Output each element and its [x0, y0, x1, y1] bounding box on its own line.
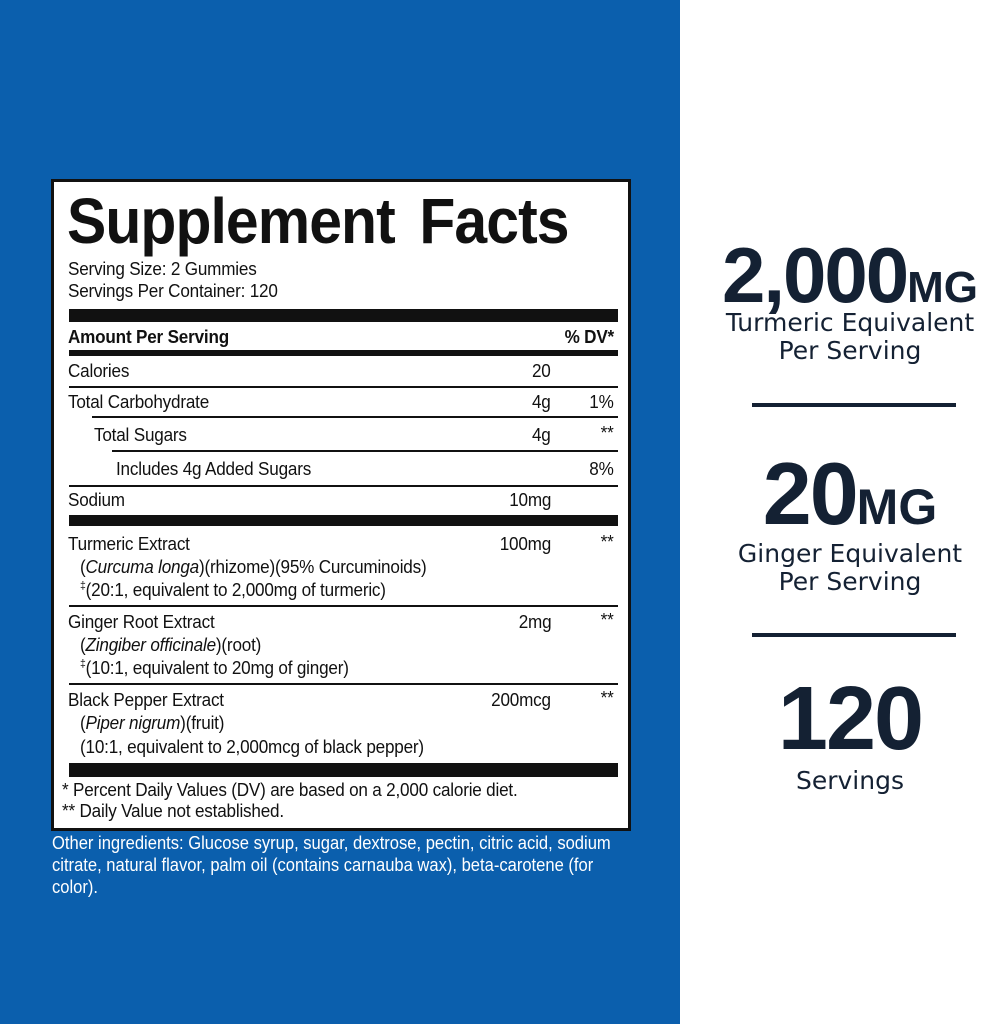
row-dv: 8%	[589, 459, 615, 479]
row-divider	[69, 605, 618, 607]
ingredient-ratio: ‡(20:1, equivalent to 2,000mg of turmeri…	[80, 580, 386, 600]
ingredient-ratio: (10:1, equivalent to 2,000mcg of black p…	[80, 737, 424, 757]
servings-caption: Servings	[795, 766, 904, 795]
ingredient-amount: 200mcg	[491, 690, 551, 710]
other-ingredients: Other ingredients: Glucose syrup, sugar,…	[52, 833, 611, 897]
row-name: Total Carbohydrate	[68, 392, 210, 412]
section-divider	[752, 633, 956, 637]
row-divider	[92, 416, 618, 418]
ingredient-amount: 2mg	[518, 612, 551, 632]
row-divider	[69, 683, 618, 685]
dv-header: % DV*	[564, 327, 615, 347]
ingredient-dv: **	[601, 532, 614, 552]
turmeric-caption: Turmeric Equivalent Per Serving	[725, 308, 975, 365]
row-name: Calories	[68, 361, 130, 381]
ingredient-amount: 100mg	[499, 534, 552, 554]
row-dv: **	[601, 423, 614, 443]
supplement-facts-panel: Supplement Facts Serving Size: 2 Gummies…	[51, 179, 631, 831]
row-amount: 4g	[532, 425, 551, 445]
medium-divider	[69, 350, 618, 356]
ingredient-name: Black Pepper Extract	[68, 690, 224, 710]
ingredient-source: (Zingiber officinale)(root)	[80, 635, 262, 655]
ingredient-ratio: ‡(10:1, equivalent to 20mg of ginger)	[80, 658, 349, 678]
row-amount: 10mg	[508, 490, 551, 510]
ingredient-dv: **	[601, 688, 614, 708]
ingredient-name: Ginger Root Extract	[68, 612, 215, 632]
section-divider	[752, 403, 956, 407]
thick-divider	[69, 515, 618, 526]
row-name: Sodium	[68, 490, 125, 510]
row-dv: 1%	[589, 392, 615, 412]
row-divider	[69, 485, 618, 487]
ginger-caption: Ginger Equivalent Per Serving	[737, 539, 963, 596]
servings-per-container: Servings Per Container: 120	[68, 281, 278, 301]
ingredient-dv: **	[601, 610, 614, 630]
amount-per-serving-header: Amount Per Serving	[68, 327, 229, 347]
thick-divider	[69, 763, 618, 777]
thick-divider	[69, 309, 618, 322]
ingredient-name: Turmeric Extract	[68, 534, 190, 554]
turmeric-highlight: 2,000MG	[721, 231, 979, 319]
row-divider	[69, 386, 618, 388]
ingredient-source: (Piper nigrum)(fruit)	[80, 713, 225, 733]
footnote-dv: * Percent Daily Values (DV) are based on…	[62, 780, 518, 800]
row-divider	[112, 450, 618, 452]
row-name: Includes 4g Added Sugars	[116, 459, 312, 479]
row-amount: 4g	[532, 392, 551, 412]
serving-size: Serving Size: 2 Gummies	[68, 259, 257, 279]
ingredient-source: (Curcuma longa)(rhizome)(95% Curcuminoid…	[80, 557, 427, 577]
row-amount: 20	[532, 361, 551, 381]
row-name: Total Sugars	[94, 425, 187, 445]
footnote-not-established: ** Daily Value not established.	[62, 801, 284, 821]
label-title: Supplement Facts	[67, 185, 570, 257]
ginger-highlight: 20MG	[762, 444, 938, 543]
servings-highlight: 120	[777, 669, 924, 769]
